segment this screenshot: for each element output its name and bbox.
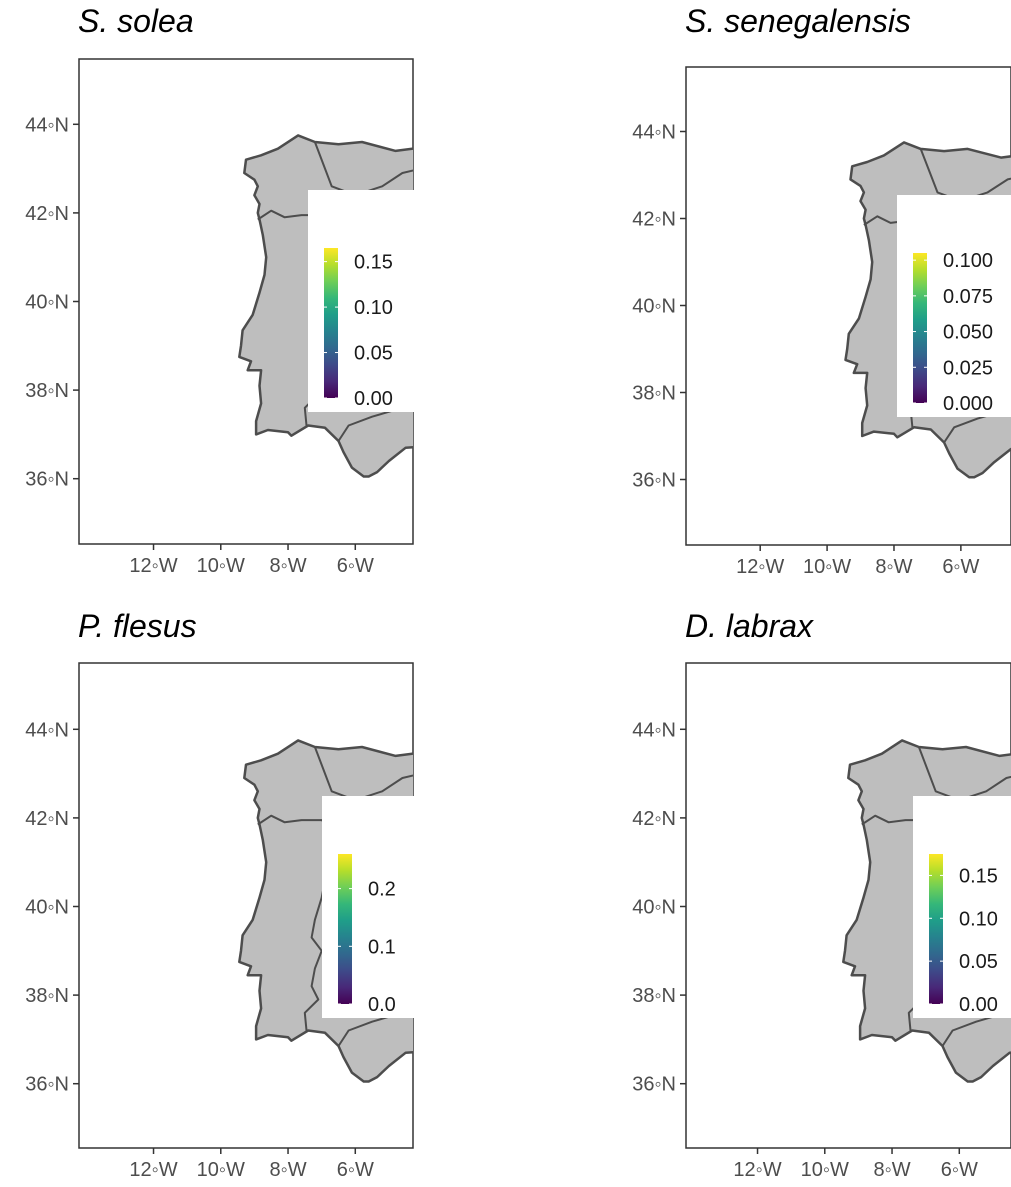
- y-tick-label-d-labrax-3: 38◦N: [632, 985, 676, 1007]
- y-tick-label-s-senegalensis-4: 36◦N: [632, 470, 676, 492]
- y-tick-label-p-flesus-4: 36◦N: [25, 1074, 69, 1096]
- y-tick-label-d-labrax-0: 44◦N: [632, 719, 676, 741]
- x-tick-label-d-labrax-0: 12◦W: [733, 1159, 781, 1181]
- panel-title-s-solea: S. solea: [78, 3, 194, 39]
- x-tick-label-s-senegalensis-2: 8◦W: [875, 556, 912, 578]
- y-tick-label-p-flesus-2: 40◦N: [25, 897, 69, 919]
- x-tick-label-d-labrax-2: 8◦W: [873, 1159, 910, 1181]
- x-tick-label-s-solea-1: 10◦W: [197, 555, 245, 577]
- y-tick-label-d-labrax-1: 42◦N: [632, 808, 676, 830]
- density-raster-p-flesus: [93, 685, 399, 1128]
- x-tick-label-s-solea-3: 6◦W: [337, 555, 374, 577]
- x-tick-label-p-flesus-2: 8◦W: [269, 1159, 306, 1181]
- panel-title-s-senegalensis: S. senegalensis: [685, 3, 911, 39]
- density-raster-d-labrax: [697, 685, 1003, 1128]
- y-tick-label-p-flesus-3: 38◦N: [25, 985, 69, 1007]
- y-tick-label-s-solea-3: 38◦N: [25, 380, 69, 402]
- y-tick-label-p-flesus-1: 42◦N: [25, 808, 69, 830]
- y-tick-label-s-solea-2: 40◦N: [25, 292, 69, 314]
- y-tick-label-p-flesus-0: 44◦N: [25, 719, 69, 741]
- y-tick-label-s-solea-4: 36◦N: [25, 469, 69, 491]
- y-tick-label-d-labrax-4: 36◦N: [632, 1074, 676, 1096]
- panel-title-p-flesus: P. flesus: [78, 608, 197, 644]
- density-raster-s-senegalensis: [700, 88, 1001, 523]
- x-tick-label-p-flesus-1: 10◦W: [197, 1159, 245, 1181]
- y-tick-label-s-solea-1: 42◦N: [25, 203, 69, 225]
- y-tick-label-s-senegalensis-1: 42◦N: [632, 209, 676, 231]
- y-tick-label-s-senegalensis-2: 40◦N: [632, 296, 676, 318]
- density-raster-s-solea: [93, 80, 399, 523]
- x-tick-label-d-labrax-1: 10◦W: [801, 1159, 849, 1181]
- x-tick-label-s-senegalensis-0: 12◦W: [736, 556, 784, 578]
- y-tick-label-s-senegalensis-0: 44◦N: [632, 122, 676, 144]
- panel-title-d-labrax: D. labrax: [685, 608, 814, 644]
- x-tick-label-p-flesus-3: 6◦W: [337, 1159, 374, 1181]
- y-tick-label-s-solea-0: 44◦N: [25, 114, 69, 136]
- y-tick-label-s-senegalensis-3: 38◦N: [632, 383, 676, 405]
- x-tick-label-d-labrax-3: 6◦W: [941, 1159, 978, 1181]
- x-tick-label-p-flesus-0: 12◦W: [129, 1159, 177, 1181]
- x-tick-label-s-senegalensis-1: 10◦W: [803, 556, 851, 578]
- x-tick-label-s-solea-0: 12◦W: [129, 555, 177, 577]
- x-tick-label-s-solea-2: 8◦W: [269, 555, 306, 577]
- y-tick-label-d-labrax-2: 40◦N: [632, 897, 676, 919]
- x-tick-label-s-senegalensis-3: 6◦W: [942, 556, 979, 578]
